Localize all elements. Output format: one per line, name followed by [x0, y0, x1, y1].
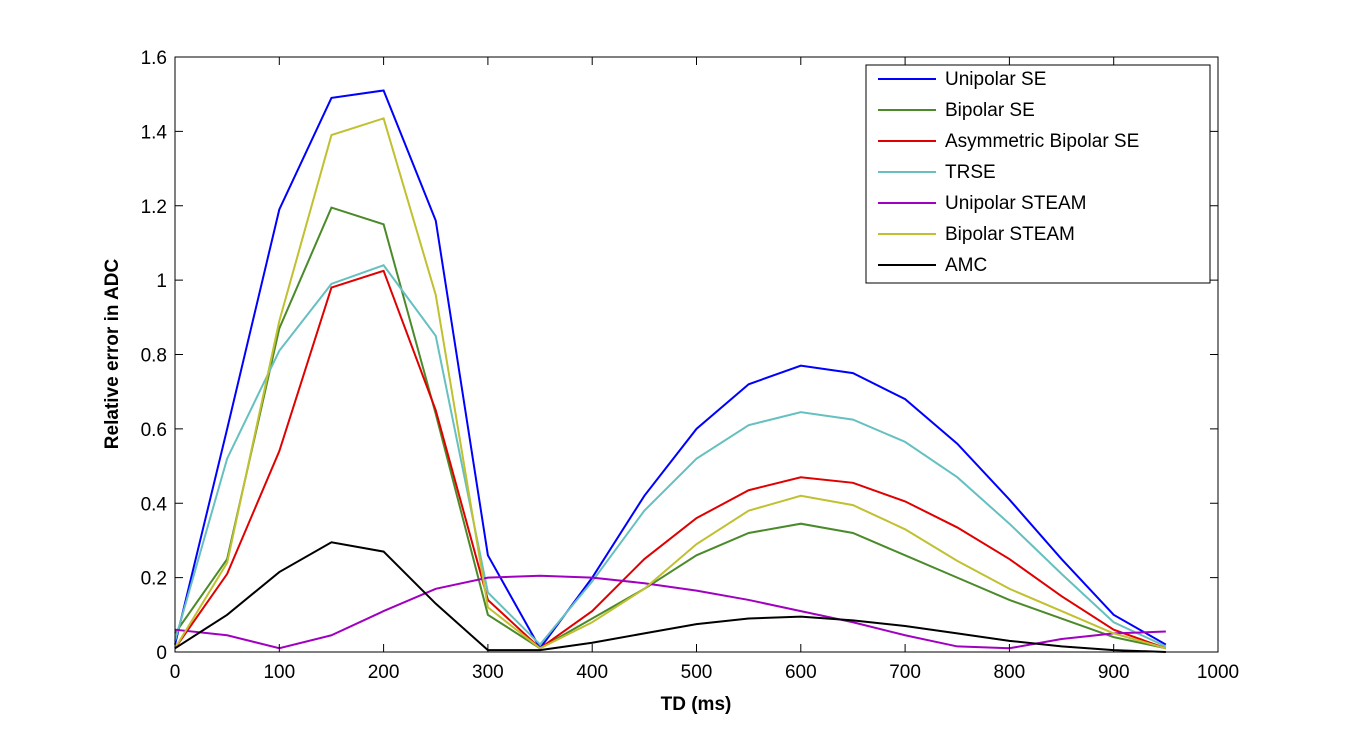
x-tick-label: 800: [994, 662, 1026, 683]
y-tick-label: 0.6: [141, 420, 167, 441]
series-line-trse: [174, 264, 1167, 648]
series-line-amc: [174, 541, 1166, 653]
y-axis-label: Relative error in ADC: [102, 259, 123, 450]
y-tick-label: 0.8: [141, 346, 167, 367]
series-line-unipolar-se: [174, 89, 1167, 651]
y-tick-label: 1: [156, 271, 167, 292]
series-layer: [174, 89, 1167, 653]
series-line-unipolar-steam: [174, 574, 1166, 650]
y-tick-label: 0: [156, 643, 167, 664]
x-tick-label: 400: [576, 662, 608, 683]
x-tick-label: 200: [368, 662, 400, 683]
legend-label: Unipolar SE: [945, 69, 1046, 90]
x-tick-label: 1000: [1197, 662, 1239, 683]
y-tick-label: 1.4: [141, 122, 168, 143]
series-line-bipolar-se: [174, 206, 1167, 650]
x-tick-label: 900: [1098, 662, 1130, 683]
y-tick-label: 0.2: [141, 569, 167, 590]
y-tick-label: 1.6: [141, 48, 167, 69]
x-tick-label: 500: [681, 662, 713, 683]
legend-label: TRSE: [945, 162, 996, 183]
legend-label: AMC: [945, 255, 987, 276]
legend: Unipolar SE Bipolar SE Asymmetric Bipolar …: [865, 64, 1211, 284]
x-axis-label: TD (ms): [661, 694, 732, 715]
x-tick-label: 300: [472, 662, 504, 683]
x-tick-label: 700: [889, 662, 921, 683]
series-line-asymmetric-bipolar-se: [174, 269, 1167, 650]
ticks-layer: 0 100 200 300 400 500 600 700 800 900 1000 0 0.2 0.4 0…: [141, 48, 1240, 683]
y-tick-label: 1.2: [141, 197, 167, 218]
legend-box: [865, 64, 1211, 284]
legend-label: Unipolar STEAM: [945, 193, 1087, 214]
series-line-bipolar-steam: [174, 117, 1167, 650]
legend-label: Asymmetric Bipolar SE: [945, 131, 1139, 152]
x-tick-label: 600: [785, 662, 817, 683]
legend-label: Bipolar SE: [945, 100, 1035, 121]
legend-label: Bipolar STEAM: [945, 224, 1075, 245]
x-tick-label: 100: [263, 662, 295, 683]
y-tick-label: 0.4: [141, 494, 168, 515]
x-tick-label: 0: [170, 662, 181, 683]
